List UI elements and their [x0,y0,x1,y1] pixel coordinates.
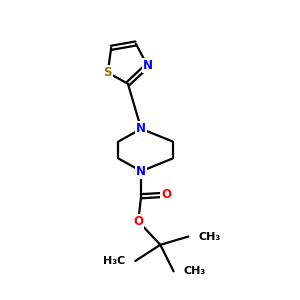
Text: N: N [136,122,146,135]
Text: O: O [161,188,171,201]
Text: O: O [133,215,143,228]
Text: H₃C: H₃C [103,256,125,266]
Text: CH₃: CH₃ [199,232,221,242]
Text: S: S [103,66,112,79]
Text: CH₃: CH₃ [184,266,206,276]
Text: N: N [136,165,146,178]
Text: N: N [142,59,152,72]
